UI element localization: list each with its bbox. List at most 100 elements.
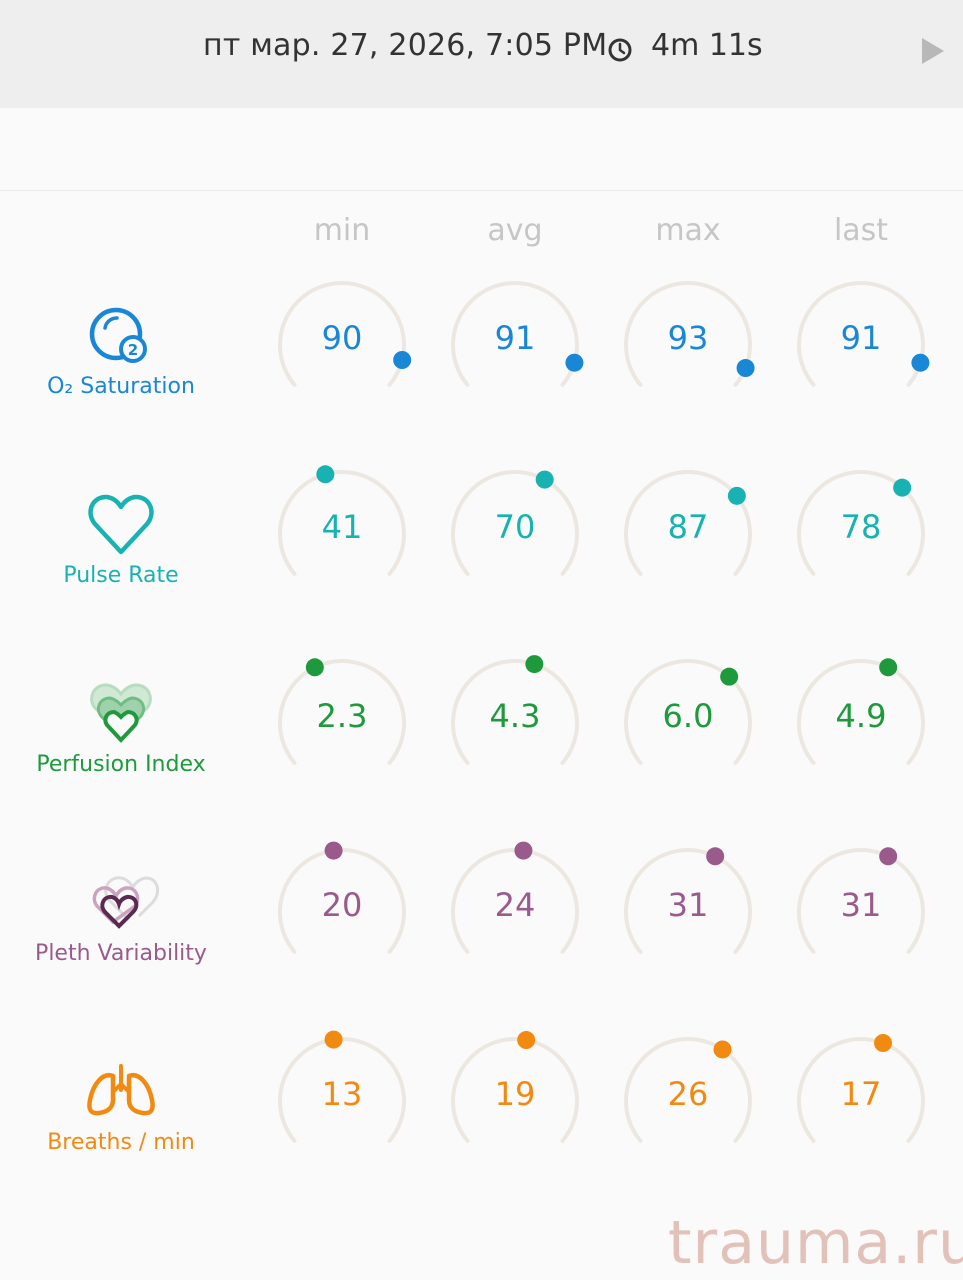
gauge-pulse-rate-min: 41 (272, 464, 412, 604)
gauge-dial (624, 659, 752, 765)
gauge-perfusion-index-avg: 4.3 (445, 653, 585, 793)
gauge-dial (451, 655, 579, 765)
gauge-value: 19 (494, 1075, 536, 1113)
gauge-track (278, 281, 406, 387)
gauge-marker (713, 1040, 732, 1059)
row-label-pulse-rate: Pulse Rate (63, 563, 179, 588)
row-label-breaths-per-min: Breaths / min (47, 1130, 195, 1155)
session-duration: 4m 11s (651, 28, 763, 63)
play-icon[interactable] (914, 33, 950, 69)
gauge-perfusion-index-min: 2.3 (272, 653, 412, 793)
gauge-dial (278, 465, 406, 576)
gauge-value: 31 (667, 886, 709, 924)
gauge-dial (797, 1034, 925, 1143)
gauge-value: 4.9 (835, 697, 887, 735)
header-bar: пт мар. 27, 2026, 7:05 PM 4m 11s (0, 0, 963, 108)
gauge-value: 24 (494, 886, 536, 924)
gauge-dial (278, 281, 412, 387)
gauge-value: 31 (840, 886, 882, 924)
gauge-o2-saturation-max: 93 (618, 275, 758, 415)
gauge-value: 87 (667, 508, 709, 546)
gauge-value: 6.0 (662, 697, 714, 735)
gauge-value: 4.3 (489, 697, 541, 735)
gauge-value: 91 (494, 319, 536, 357)
gauge-value: 78 (840, 508, 882, 546)
gauge-value: 13 (321, 1075, 363, 1113)
gauge-track (278, 659, 406, 765)
clock-icon (608, 38, 632, 62)
gauge-pleth-variability-avg: 24 (445, 841, 585, 982)
gauge-pleth-variability-last: 31 (791, 842, 931, 982)
watermark: trauma.ru (668, 1208, 963, 1278)
gauge-value: 2.3 (316, 697, 368, 735)
gauge-marker (736, 359, 755, 378)
gauge-dial (278, 841, 406, 954)
gauge-dial (624, 1037, 752, 1143)
gauge-track (797, 659, 925, 765)
lungs-icon (87, 1064, 155, 1116)
gauge-pulse-rate-avg: 70 (445, 464, 585, 604)
gauge-value: 20 (321, 886, 363, 924)
column-header-min: min (313, 213, 371, 248)
gauge-dial (278, 1030, 406, 1143)
gauge-marker (525, 655, 544, 674)
gauge-breaths-per-min-last: 17 (791, 1031, 931, 1171)
gauge-value: 91 (840, 319, 882, 357)
gauge-track (624, 281, 752, 387)
gauge-dial (451, 470, 579, 576)
column-header-last: last (833, 213, 889, 248)
gauge-dial (624, 470, 752, 576)
gauge-o2-saturation-avg: 91 (445, 275, 585, 415)
gauge-marker (720, 667, 739, 686)
row-label-perfusion-index: Perfusion Index (36, 752, 206, 777)
gauge-track (797, 848, 925, 954)
gauge-track (797, 281, 925, 387)
gauge-dial (278, 658, 406, 765)
gauge-track (624, 848, 752, 954)
svg-text:2: 2 (128, 341, 138, 359)
column-header-max: max (655, 213, 721, 248)
gauge-track (451, 659, 579, 765)
gauge-marker (727, 486, 746, 505)
heart-icon (88, 494, 154, 555)
gauge-o2-saturation-min: 90 (272, 275, 412, 415)
gauge-dial (797, 470, 925, 576)
gauge-marker (874, 1034, 893, 1053)
gauge-marker (324, 1030, 343, 1049)
gauge-marker (393, 350, 412, 369)
gauge-marker (514, 841, 533, 860)
gauge-track (451, 281, 579, 387)
gauge-dial (797, 281, 930, 387)
gauge-dial (451, 841, 579, 954)
gauge-track (278, 470, 406, 576)
gauge-breaths-per-min-max: 26 (618, 1031, 758, 1171)
perfusion-hearts-icon (90, 683, 152, 743)
session-datetime: пт мар. 27, 2026, 7:05 PM (203, 28, 608, 63)
gauge-marker (324, 841, 343, 860)
gauge-dial (624, 847, 752, 954)
gauge-value: 17 (840, 1075, 882, 1113)
gauge-pulse-rate-last: 78 (791, 464, 931, 604)
gauge-track (624, 1037, 752, 1143)
gauge-marker (535, 470, 554, 489)
gauge-marker (879, 658, 898, 677)
gauge-dial (797, 658, 925, 765)
gauge-dial (797, 847, 925, 954)
gauge-o2-saturation-last: 91 (791, 275, 931, 415)
gauge-marker (305, 658, 324, 677)
gauge-value: 93 (667, 319, 709, 357)
pleth-hearts-icon (92, 876, 159, 929)
gauge-dial (624, 281, 755, 387)
gauge-track (797, 470, 925, 576)
gauge-marker (517, 1031, 536, 1050)
gauge-value: 70 (494, 508, 536, 546)
subheader-area (0, 108, 963, 191)
gauge-marker (911, 353, 930, 372)
gauge-breaths-per-min-avg: 19 (445, 1031, 585, 1171)
gauge-value: 26 (667, 1075, 709, 1113)
row-label-pleth-variability: Pleth Variability (35, 941, 207, 966)
gauge-pleth-variability-max: 31 (618, 842, 758, 982)
gauge-breaths-per-min-min: 13 (272, 1030, 412, 1171)
gauge-perfusion-index-last: 4.9 (791, 653, 931, 793)
gauge-perfusion-index-max: 6.0 (618, 653, 758, 793)
